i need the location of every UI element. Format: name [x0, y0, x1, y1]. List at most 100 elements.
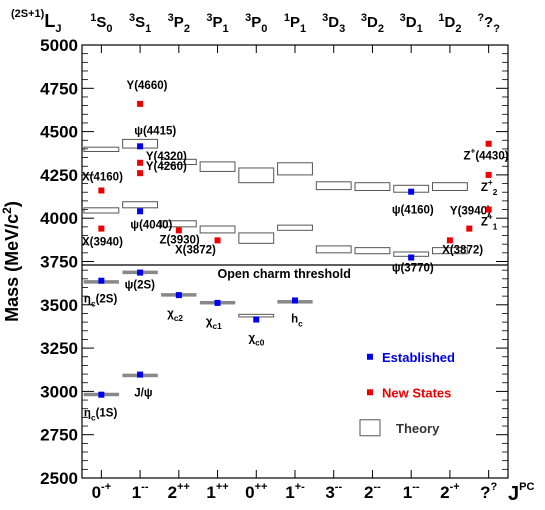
data-point [98, 187, 105, 194]
theory-box [315, 245, 352, 254]
data-point [292, 297, 298, 304]
y-axis-title: Mass (MeV/c2) [0, 201, 22, 322]
y-tick-label: 5000 [40, 36, 78, 55]
state-label: ψ(4160) [392, 205, 434, 217]
bottom-jpc-label: 1+- [285, 481, 305, 502]
theory-box [83, 146, 120, 153]
data-point [214, 299, 221, 306]
data-point [137, 269, 144, 276]
bottom-jpc-label: 3-- [325, 481, 342, 502]
legend-label: Established [382, 350, 455, 365]
state-label: χc0 [249, 333, 265, 348]
top-term-label: 3S1 [129, 12, 151, 35]
series-established: ηc(1S) ηc(2S) J/ψ ψ(2S) ψ(4040) ψ(4415) χc2 χc1… [84, 125, 434, 422]
top-term-label: 3P1 [206, 12, 228, 35]
state-label: Y(4660) [127, 80, 168, 92]
top-term-label: 1P1 [284, 12, 306, 35]
bottom-jpc-label: 1-- [403, 481, 420, 502]
top-term-label: 3D2 [361, 12, 384, 35]
data-point [446, 237, 453, 244]
theory-box [199, 161, 236, 172]
state-label: Y(4260) [146, 161, 187, 173]
theory-box [354, 182, 391, 191]
data-point [466, 225, 473, 232]
y-tick-label: 2500 [40, 469, 78, 488]
state-label: Y(3940) [450, 206, 491, 218]
y-tick-label: 4500 [40, 123, 78, 142]
y-tick-label: 2750 [40, 426, 78, 445]
y-tick-label: 3500 [40, 296, 78, 315]
data-point [137, 208, 144, 215]
top-term-label: 3D1 [400, 12, 423, 35]
state-label: χc2 [167, 308, 183, 323]
bottom-jpc-label: 0-+ [92, 481, 112, 502]
theory-box [277, 162, 313, 176]
theory-box [160, 220, 197, 228]
top-term-label: 3D3 [322, 12, 345, 35]
state-label: ψ(4040) [130, 219, 172, 231]
bottom-axis-title: JPC [508, 481, 534, 505]
state-label: Z+1 [481, 213, 498, 232]
theory-box [431, 182, 468, 191]
state-label: hc [291, 313, 303, 328]
data-point [485, 140, 492, 147]
y-tick-label: 3000 [40, 382, 78, 401]
data-point [253, 316, 260, 323]
theory-box [315, 181, 352, 191]
legend-marker [367, 353, 373, 360]
theory-box [238, 232, 275, 244]
bottom-jpc-label: 2++ [168, 481, 190, 502]
data-point [214, 237, 221, 244]
bottom-jpc-label: 2-+ [440, 481, 460, 502]
data-point [175, 227, 182, 234]
theory-box [277, 224, 313, 231]
state-label: χc1 [206, 316, 222, 331]
bottom-jpc-label: 2-- [364, 481, 381, 502]
theory-box [160, 158, 197, 166]
bottom-jpc-label: 1++ [206, 481, 228, 502]
data-point [137, 143, 144, 150]
state-label: Z+(4430) [463, 147, 508, 163]
data-point [485, 206, 492, 213]
theory-box [431, 247, 468, 255]
legend: Established New States Theory [359, 350, 455, 437]
data-point [137, 371, 144, 378]
state-label: Z(3930) [159, 234, 199, 246]
data-point [408, 254, 415, 261]
y-tick-label: 4750 [40, 79, 78, 98]
state-label: X(3872) [442, 244, 483, 256]
theory-box [199, 225, 236, 234]
data-point [485, 171, 492, 178]
data-point [137, 159, 144, 166]
state-label: ψ(3770) [392, 263, 434, 275]
state-label: J/ψ [134, 388, 152, 400]
plot-frame [81, 44, 509, 479]
data-point [98, 225, 105, 232]
y-tick-label: 4000 [40, 209, 78, 228]
bottom-jpc-label: 0++ [245, 481, 267, 502]
theory-box [122, 201, 159, 209]
theory-box [83, 207, 120, 214]
state-label: Y(4320) [146, 151, 187, 163]
y-tick-label: 3750 [40, 253, 78, 272]
top-term-label: ??? [477, 12, 500, 35]
data-point [137, 100, 144, 107]
threshold-label: Open charm threshold [218, 267, 351, 281]
legend-box [359, 419, 381, 437]
open-charm-threshold: Open charm threshold [82, 264, 508, 281]
legend-marker [367, 389, 373, 396]
legend-label: Theory [396, 421, 440, 436]
top-term-label: 3P0 [245, 12, 267, 35]
y-tick-label: 4250 [40, 166, 78, 185]
top-term-label: 1D2 [438, 12, 461, 35]
state-label: ψ(4415) [134, 125, 176, 137]
data-point [175, 292, 182, 299]
theory-box [238, 167, 275, 184]
data-point [408, 188, 415, 195]
top-term-label: 3P2 [168, 12, 190, 35]
state-label: Z+2 [481, 178, 498, 197]
bottom-jpc-label: 1-- [132, 481, 149, 502]
top-axis-title: (2S+1)LJ [11, 8, 61, 35]
state-label: X(3872) [175, 244, 216, 256]
